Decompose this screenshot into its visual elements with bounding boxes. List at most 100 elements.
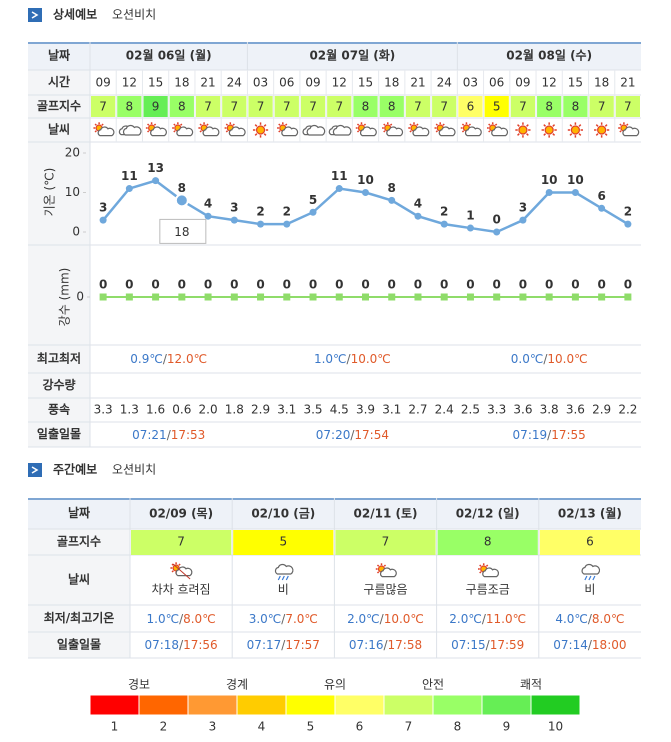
separator: / — [281, 612, 286, 626]
time: 03 — [253, 76, 268, 90]
low-temp: 4.0℃ — [555, 612, 588, 626]
data-label: 0 — [493, 213, 501, 227]
time: 15 — [148, 76, 163, 90]
low-temp: 0.9℃ — [130, 352, 163, 366]
data-label: 2 — [283, 205, 291, 219]
wind: 3.3 — [487, 403, 506, 417]
arrow — [172, 563, 191, 580]
cloud-icon — [581, 563, 601, 575]
sun-ray — [461, 123, 465, 126]
data-label: 1 — [466, 209, 474, 223]
wind: 2.2 — [618, 403, 637, 417]
golf-cell — [131, 530, 232, 555]
sun-ray — [604, 133, 608, 136]
data-label: 5 — [309, 193, 317, 207]
golf-index: 7 — [177, 535, 185, 549]
data-label: 0 — [440, 278, 448, 292]
sun-ray — [173, 123, 176, 126]
high-temp: 11.0℃ — [486, 612, 526, 626]
golf-cell — [379, 96, 404, 117]
row-label: 골프지수 — [37, 98, 81, 113]
separator: / — [179, 612, 184, 626]
point — [257, 220, 265, 228]
golf-index: 7 — [204, 100, 212, 114]
sun-ray — [409, 130, 412, 133]
sun-ray — [435, 123, 438, 126]
scale-label: 유의 — [324, 678, 346, 692]
scale-cell — [481, 694, 532, 716]
row-label: 날짜 — [68, 505, 90, 520]
golf-index: 7 — [414, 100, 422, 114]
point — [571, 189, 579, 196]
low-temp: 2.0℃ — [449, 612, 482, 626]
weather-text: 구름조금 — [466, 583, 510, 597]
min-max: 3.0℃/7.0℃ — [249, 612, 318, 626]
data-label: 8 — [388, 181, 396, 195]
time: 18 — [174, 76, 189, 90]
time: 09 — [305, 76, 320, 90]
wind: 3.3 — [94, 403, 113, 417]
day-date: 02월 06일 (월) — [126, 48, 212, 63]
scale-number: 1 — [111, 720, 119, 734]
sun-core — [570, 125, 581, 135]
sun-ray — [552, 133, 556, 136]
time: 06 — [279, 76, 294, 90]
sunset: 17:59 — [490, 638, 525, 652]
row-label: 풍속 — [48, 403, 70, 417]
golf-cell — [222, 96, 247, 117]
time: 15 — [358, 76, 373, 90]
sun-times: 07:19/17:55 — [513, 428, 586, 442]
separator: / — [163, 352, 168, 366]
golf-cell — [432, 96, 457, 117]
y-axis-label: 강수 (mm) — [58, 268, 72, 327]
data-label: 0 — [624, 278, 632, 292]
data-label: 0 — [466, 278, 474, 292]
golf-cell — [537, 96, 562, 117]
sun-ray — [578, 133, 582, 136]
day-date: 02월 07일 (화) — [309, 48, 395, 63]
golf-index: 7 — [309, 100, 317, 114]
point — [624, 220, 632, 228]
section-title: 주간예보 — [53, 462, 97, 477]
wind: 2.0 — [199, 403, 218, 417]
sun-ray — [232, 123, 235, 126]
golf-index: 8 — [178, 100, 186, 114]
sun-ray — [389, 123, 393, 126]
separator: / — [347, 352, 352, 366]
point — [335, 185, 343, 193]
golf-cell — [91, 96, 116, 117]
tooltip-text: 18 — [174, 225, 189, 239]
wind: 1.6 — [146, 403, 165, 417]
rain-drop — [285, 575, 289, 581]
data-label: 11 — [331, 169, 348, 183]
point — [230, 293, 238, 301]
sun-ray — [171, 570, 174, 573]
golf-cell — [274, 96, 299, 117]
scale-label: 경보 — [128, 678, 150, 692]
data-label: 6 — [597, 189, 605, 203]
point — [545, 189, 553, 196]
section-icon — [28, 463, 42, 477]
sun-ray — [94, 123, 97, 126]
golf-index: 7 — [257, 100, 265, 114]
cloud-icon — [274, 563, 294, 575]
rain-drop — [281, 575, 285, 581]
sun-ray — [543, 124, 547, 127]
section-location: 오션비치 — [112, 463, 156, 477]
sun-ray — [206, 123, 209, 126]
time: 18 — [384, 76, 399, 90]
golf-index: 7 — [99, 100, 107, 114]
sun-ray — [278, 123, 281, 126]
data-label: 0 — [597, 278, 605, 292]
sun-ray — [416, 123, 419, 126]
sun-icon — [594, 122, 610, 138]
sunset: 17:55 — [551, 428, 586, 442]
data-label: 3 — [230, 201, 238, 215]
golf-index: 5 — [279, 535, 287, 549]
cloud-icon — [202, 126, 220, 137]
sun-ray — [376, 571, 380, 574]
data-label: 0 — [335, 278, 343, 292]
wind: 3.8 — [540, 403, 559, 417]
